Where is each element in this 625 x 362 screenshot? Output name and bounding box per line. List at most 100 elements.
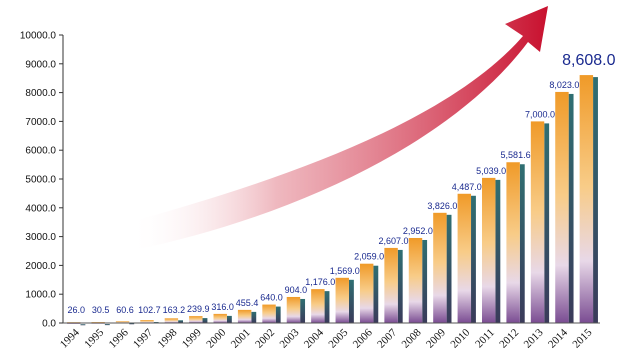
value-label: 5,039.0 — [476, 166, 506, 176]
value-label: 1,569.0 — [330, 266, 360, 276]
bar-2004 — [311, 289, 330, 323]
value-label: 30.5 — [92, 305, 110, 315]
bar-side — [324, 291, 330, 323]
bar-side — [275, 306, 281, 323]
bar-2015 — [579, 75, 598, 323]
value-label: 102.7 — [138, 305, 161, 315]
value-label: 60.6 — [116, 305, 134, 315]
bar-side — [202, 318, 208, 323]
bar-2011 — [482, 177, 501, 323]
bar-2000 — [213, 313, 232, 323]
bars-group — [67, 75, 598, 326]
value-label: 26.0 — [67, 305, 85, 315]
y-tick-label: 7000.0 — [25, 117, 56, 128]
bar-side — [593, 77, 598, 323]
bar-side — [348, 279, 354, 323]
value-label: 316.0 — [211, 302, 234, 312]
bar-1998 — [164, 318, 183, 323]
bar-front — [311, 289, 325, 323]
bar-front — [482, 177, 496, 323]
x-tick-label: 1995 — [82, 326, 106, 350]
x-tick-label: 2005 — [326, 326, 350, 350]
bar-side — [251, 311, 257, 323]
value-label: 8,608.0 — [562, 52, 615, 69]
x-tick-label: 2010 — [448, 326, 472, 350]
value-label: 2,607.0 — [379, 236, 409, 246]
bar-front — [579, 75, 594, 323]
bar-front — [140, 320, 154, 323]
value-label: 640.0 — [260, 293, 283, 303]
y-tick-label: 1000.0 — [25, 290, 56, 301]
x-tick-label: 2011 — [473, 327, 497, 351]
value-label: 3,826.0 — [427, 201, 457, 211]
bar-2014 — [555, 91, 574, 324]
bar-front — [384, 247, 398, 323]
x-tick-label: 2007 — [375, 326, 399, 350]
y-tick-label: 8000.0 — [25, 88, 56, 99]
bar-2012 — [506, 162, 525, 323]
bar-side — [80, 324, 86, 326]
bar-front — [433, 212, 447, 323]
x-tick-label: 1998 — [155, 326, 179, 350]
value-label: 2,952.0 — [403, 226, 433, 236]
bar-side — [300, 298, 306, 323]
y-tick-label: 3000.0 — [25, 232, 56, 243]
x-tick-label: 2002 — [253, 327, 277, 351]
bar-2008 — [408, 237, 428, 323]
bar-front — [555, 91, 569, 324]
bar-side — [568, 93, 574, 324]
bar-2005 — [335, 277, 354, 323]
bar-front — [530, 121, 545, 324]
bar-front — [213, 313, 227, 323]
y-tick-label: 6000.0 — [25, 146, 56, 157]
bar-side — [422, 239, 428, 323]
bar-front — [506, 162, 520, 323]
bar-side — [226, 315, 232, 323]
bar-2002 — [262, 304, 281, 323]
x-tick-label: 2015 — [570, 326, 594, 350]
bar-side — [104, 324, 110, 326]
x-tick-label: 1994 — [58, 326, 82, 350]
value-label: 455.4 — [236, 298, 259, 308]
bar-2006 — [359, 263, 379, 323]
bar-2010 — [457, 193, 476, 323]
value-label: 239.9 — [187, 304, 210, 314]
value-label: 904.0 — [285, 285, 308, 295]
bar-1999 — [189, 316, 208, 323]
x-tick-label: 2009 — [424, 326, 448, 350]
bar-front — [189, 316, 203, 323]
bar-front — [237, 309, 252, 323]
x-tick-label: 2001 — [229, 327, 253, 351]
bar-side — [495, 179, 501, 323]
x-tick-label: 1996 — [107, 326, 131, 350]
bar-front — [359, 263, 374, 323]
bar-2007 — [384, 247, 403, 323]
trend-arrow — [130, 6, 548, 250]
bar-front — [164, 318, 179, 323]
y-axis: 0.0 1000.0 2000.0 3000.0 4000.0 5000.0 6000.0 7… — [20, 31, 64, 330]
value-label: 163.2 — [163, 305, 186, 315]
bar-front — [457, 193, 472, 323]
bar-side — [397, 249, 403, 323]
bar-2001 — [237, 309, 257, 323]
value-label: 4,487.0 — [452, 182, 482, 192]
value-label: 1,176.0 — [305, 277, 335, 287]
bar-side — [178, 320, 183, 323]
bar-side — [471, 195, 476, 323]
bar-2009 — [433, 212, 452, 323]
value-label: 5,581.6 — [501, 150, 531, 160]
bar-front — [115, 321, 130, 323]
y-tick-label: 2000.0 — [25, 261, 56, 272]
y-tick-label: 10000.0 — [20, 31, 57, 42]
x-tick-label: 2003 — [278, 326, 302, 350]
x-tick-label: 2012 — [497, 327, 521, 351]
x-tick-label: 2013 — [522, 326, 546, 350]
value-label: 2,059.0 — [354, 252, 384, 262]
bar-2003 — [286, 296, 306, 323]
value-label: 8,023.0 — [549, 80, 579, 90]
x-tick-label: 2006 — [351, 326, 375, 350]
bar-side — [446, 214, 452, 323]
bar-front — [286, 296, 301, 323]
x-tick-label: 1997 — [131, 326, 155, 350]
